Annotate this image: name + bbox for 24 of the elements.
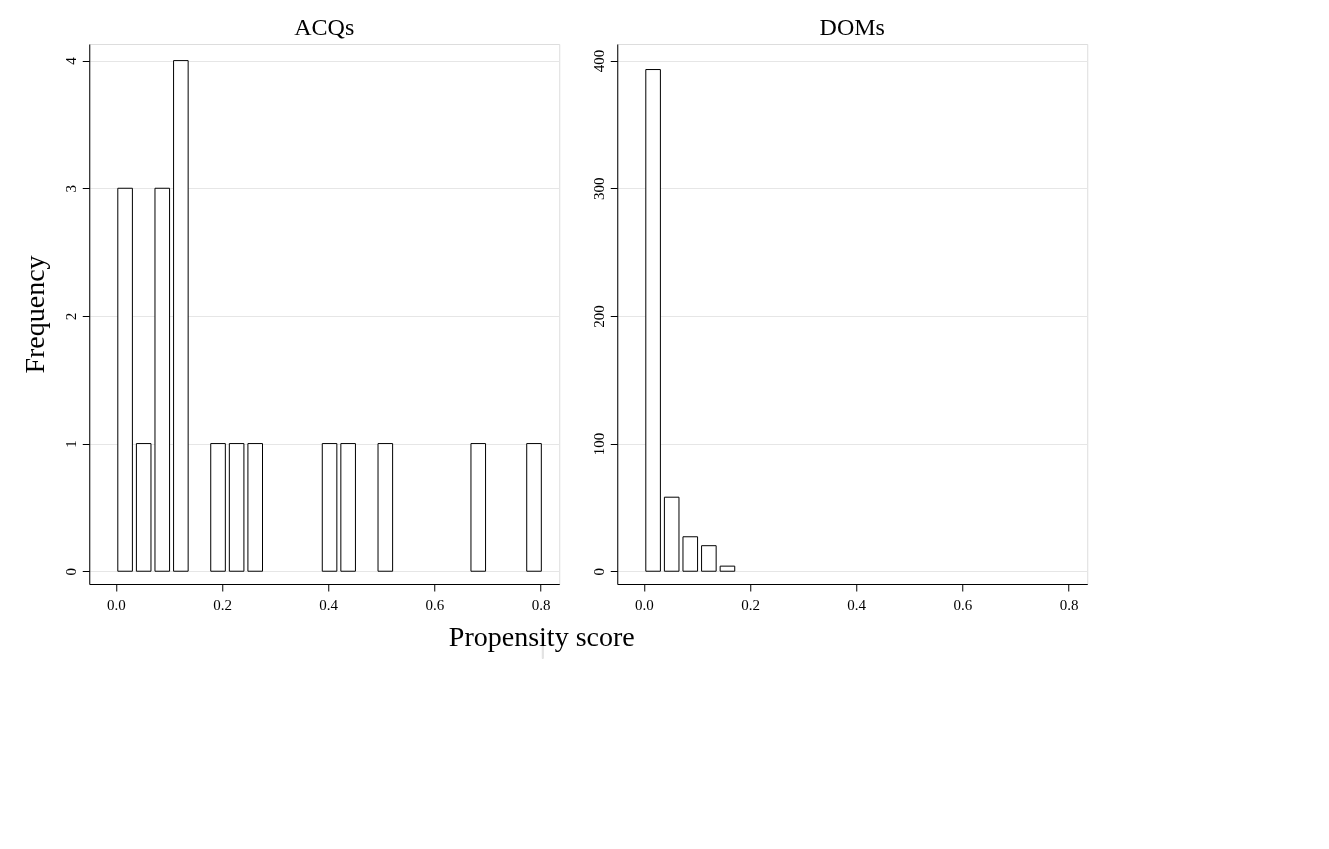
y-tick-label: 300 (590, 177, 607, 201)
y-tick-label: 100 (590, 432, 607, 456)
x-tick-label: 0.8 (1059, 596, 1079, 613)
y-tick-label: 3 (62, 185, 79, 193)
x-tick-label: 0.4 (847, 596, 867, 613)
x-tick-label: 0.2 (741, 596, 760, 613)
chart-title: ACQs (294, 14, 355, 40)
chart-title: DOMs (819, 14, 885, 40)
x-tick-label: 0.0 (106, 596, 126, 613)
x-tick-label: 0.6 (425, 596, 445, 613)
x-tick-label: 0.4 (319, 596, 339, 613)
x-tick-label: 0.0 (634, 596, 654, 613)
y-tick-label: 0 (62, 567, 79, 576)
y-tick-label: 1 (62, 440, 79, 448)
y-axis-title: Frequency (18, 255, 50, 374)
y-tick-label: 2 (62, 312, 79, 321)
x-axis-title: Propensity score (448, 621, 635, 652)
x-tick-label: 0.2 (213, 596, 232, 613)
y-tick-label: 400 (590, 49, 607, 73)
x-tick-label: 0.8 (531, 596, 551, 613)
y-tick-label: 4 (62, 56, 79, 65)
x-tick-label: 0.6 (953, 596, 973, 613)
y-tick-label: 200 (590, 305, 607, 328)
y-tick-label: 0 (590, 567, 607, 576)
